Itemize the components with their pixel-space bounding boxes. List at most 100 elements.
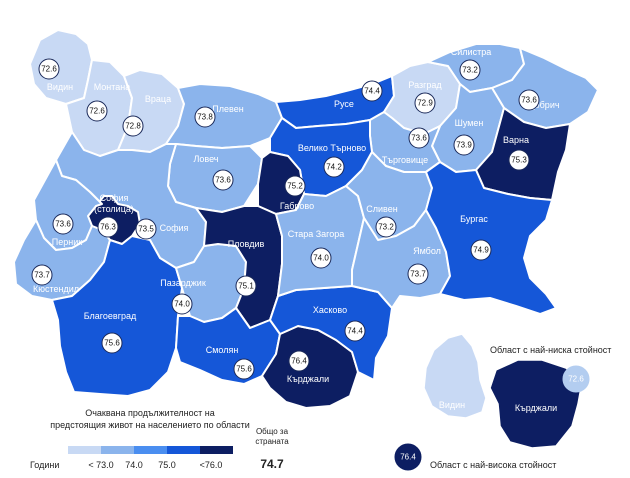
value-bubble-montana: 72.6 [86,100,108,122]
value-bubble-yambol: 73.7 [407,263,429,285]
legend-total-value: 74.7 [260,457,284,471]
inset-region-vidin [423,333,487,419]
svg-text:73.6: 73.6 [411,134,427,143]
value-bubble-kyustendil: 73.7 [31,264,53,286]
label-gabrovo: Габрово [280,201,314,211]
value-bubble-sliven: 73.2 [375,216,397,238]
legend: Очаквана продължителност на предстоящия … [30,408,289,471]
svg-text:76.4: 76.4 [400,453,416,462]
value-bubble-haskovo: 74.4 [344,320,366,342]
value-bubbles: 72.6 72.6 72.8 73.8 73.6 74.4 72.9 73.2 … [31,58,540,380]
value-bubble-targovishte: 73.6 [408,127,430,149]
label-vratsa: Враца [145,94,171,104]
svg-text:73.6: 73.6 [55,220,71,229]
inset-lowest-label: Област с най-ниска стойност [490,345,611,355]
value-bubble-sofia: 73.5 [135,218,157,240]
label-stara-zagora: Стара Загора [288,229,345,239]
value-bubble-shumen: 73.9 [453,134,475,156]
label-targovishte: Търговище [382,155,428,165]
inset-label-vidin: Видин [439,400,465,410]
label-plovdiv: Пловдив [228,239,265,249]
svg-text:72.6: 72.6 [89,107,105,116]
legend-tick-1: < 73.0 [88,460,113,470]
legend-tick-2: 74.0 [125,460,143,470]
svg-text:73.2: 73.2 [462,66,478,75]
svg-text:73.5: 73.5 [138,225,154,234]
legend-title-1: Очаквана продължителност на [85,408,215,418]
svg-text:73.2: 73.2 [378,223,394,232]
svg-text:75.2: 75.2 [287,182,303,191]
inset-lowest-value-bubble: 72.6 [562,365,590,393]
svg-text:75.3: 75.3 [511,156,527,165]
svg-text:76.4: 76.4 [291,357,307,366]
label-haskovo: Хасково [313,305,347,315]
label-yambol: Ямбол [413,246,441,256]
label-sofia-cap-2: (столица) [94,204,134,214]
label-sliven: Сливен [366,204,397,214]
legend-swatch-4 [167,446,200,454]
inset-label-kardzhali: Кърджали [515,403,557,413]
value-bubble-razgrad: 72.9 [414,92,436,114]
legend-total-label-2: страната [255,437,289,446]
label-smolyan: Смолян [206,345,239,355]
svg-text:72.9: 72.9 [417,99,433,108]
value-bubble-silistra: 73.2 [459,59,481,81]
legend-title-2: предстоящия живот на населението по обла… [50,420,250,430]
svg-text:74.2: 74.2 [326,163,342,172]
label-shumen: Шумен [455,118,484,128]
legend-swatch-2 [101,446,134,454]
inset-region-kardzhali [489,359,583,449]
svg-text:76.3: 76.3 [100,223,116,232]
label-sofia-cap-1: София [100,193,129,203]
label-dobrich: Добрич [528,100,559,110]
svg-text:72.6: 72.6 [41,65,57,74]
label-montana: Монтана [94,82,131,92]
legend-tick-4: <76.0 [200,460,223,470]
svg-text:73.7: 73.7 [34,271,50,280]
value-bubble-stara-zagora: 74.0 [310,247,332,269]
label-blagoevgrad: Благоевград [84,311,137,321]
svg-text:74.4: 74.4 [347,327,363,336]
value-bubble-vtarnovo: 74.2 [323,156,345,178]
inset-highest-value-bubble: 76.4 [394,443,422,471]
value-bubble-sofia-cap: 76.3 [97,216,119,238]
value-bubble-plovdiv: 75.1 [235,275,257,297]
value-bubble-blagoevgrad: 75.6 [101,332,123,354]
label-lovech: Ловеч [194,154,219,164]
svg-text:74.0: 74.0 [313,254,329,263]
legend-swatch-5 [200,446,233,454]
value-bubble-smolyan: 75.6 [233,358,255,380]
region-pleven [165,83,283,149]
value-bubble-varna: 75.3 [508,149,530,171]
value-bubble-vratsa: 72.8 [122,115,144,137]
label-vidin: Видин [47,82,73,92]
label-pleven: Плевен [212,104,243,114]
value-bubble-pleven: 73.8 [194,106,216,128]
svg-text:72.6: 72.6 [568,375,584,384]
region-burgas [425,161,557,315]
value-bubble-pernik: 73.6 [52,213,74,235]
legend-swatch-3 [134,446,167,454]
region-labels: Видин Монтана Враца Плевен Ловеч Русе Ра… [33,47,560,384]
label-sofia: София [160,223,189,233]
legend-years-label: Години [30,460,59,470]
svg-text:73.8: 73.8 [197,113,213,122]
svg-text:73.9: 73.9 [456,141,472,150]
label-kyustendil: Кюстендил [33,284,79,294]
value-bubble-pazardzhik: 74.0 [171,293,193,315]
regions [13,29,599,409]
value-bubble-burgas: 74.9 [470,239,492,261]
svg-text:74.9: 74.9 [473,246,489,255]
label-razgrad: Разград [408,80,442,90]
legend-tick-3: 75.0 [158,460,176,470]
svg-text:74.0: 74.0 [174,300,190,309]
svg-text:73.6: 73.6 [215,176,231,185]
label-pazardzhik: Пазарджик [160,278,206,288]
legend-total-label-1: Общо за [256,427,289,436]
inset-highest-label: Област с най-висока стойност [430,460,556,470]
label-pernik: Перник [52,237,82,247]
value-bubble-gabrovo: 75.2 [284,175,306,197]
value-bubble-ruse: 74.4 [361,80,383,102]
value-bubble-vidin: 72.6 [38,58,60,80]
